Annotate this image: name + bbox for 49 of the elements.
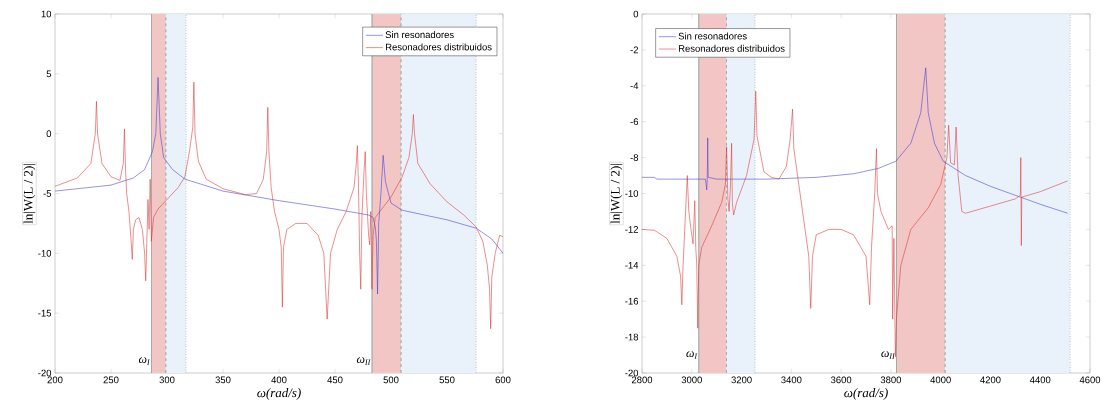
- y-axis-title: ln|W(L / 2)|: [23, 164, 36, 224]
- y-tick-label: -2: [630, 46, 639, 54]
- y-tick-label: -10: [625, 190, 639, 197]
- y-tick-label: 0: [46, 130, 52, 138]
- x-tick-label: 350: [215, 376, 231, 384]
- annotation: ω$_{II}$: [881, 351, 895, 359]
- x-tick-label: 4000: [930, 376, 951, 384]
- x-tick-label: 250: [103, 376, 119, 384]
- x-tick-label: 2800: [631, 376, 653, 384]
- x-tick-label: 450: [327, 376, 343, 384]
- annotation: ω$_{I}$: [686, 351, 698, 359]
- y-tick-label: 10: [41, 10, 52, 18]
- x-tick-label: 300: [159, 376, 175, 384]
- x-axis-title: ω(rad/s): [257, 388, 301, 400]
- y-tick-label: -4: [630, 82, 639, 90]
- x-tick-label: 500: [383, 376, 399, 384]
- y-tick-label: -8: [630, 154, 639, 161]
- x-tick-label: 3600: [830, 376, 852, 384]
- legend-label: Sin resonadores: [678, 32, 747, 40]
- annotation: ω$_{II}$: [356, 357, 371, 365]
- legend-label: Resonadores distribuidos: [385, 43, 492, 51]
- x-tick-label: 400: [271, 376, 287, 384]
- y-tick-label: -14: [625, 262, 639, 269]
- x-tick-label: 3800: [880, 376, 902, 384]
- x-tick-label: 200: [47, 376, 63, 384]
- y-tick-label: -20: [38, 369, 52, 377]
- legend-label: Sin resonadores: [385, 31, 454, 39]
- x-axis-title: ω(rad/s): [844, 388, 888, 400]
- y-tick-label: 5: [46, 70, 52, 78]
- x-tick-label: 3400: [781, 376, 802, 384]
- x-tick-label: 3200: [731, 376, 752, 384]
- x-tick-label: 550: [439, 376, 455, 384]
- y-tick-label: -10: [38, 249, 52, 257]
- y-axis-title: ln|W(L / 2)|: [610, 164, 623, 224]
- x-tick-label: 4400: [1029, 376, 1051, 384]
- y-tick-label: 0: [633, 10, 639, 18]
- x-tick-label: 4600: [1079, 376, 1101, 384]
- x-tick-label: 600: [495, 376, 511, 384]
- y-tick-label: -15: [38, 309, 52, 317]
- annotation: ω$_{I}$: [138, 357, 150, 365]
- x-tick-label: 3000: [681, 376, 702, 384]
- x-tick-label: 4200: [980, 376, 1001, 384]
- y-tick-label: -16: [625, 297, 639, 305]
- y-tick-label: -20: [625, 369, 639, 377]
- y-tick-label: -12: [625, 226, 639, 233]
- legend-label: Resonadores distribuidos: [678, 44, 785, 52]
- y-tick-label: -6: [630, 118, 639, 126]
- y-tick-label: -18: [625, 333, 639, 341]
- y-tick-label: -5: [43, 190, 52, 197]
